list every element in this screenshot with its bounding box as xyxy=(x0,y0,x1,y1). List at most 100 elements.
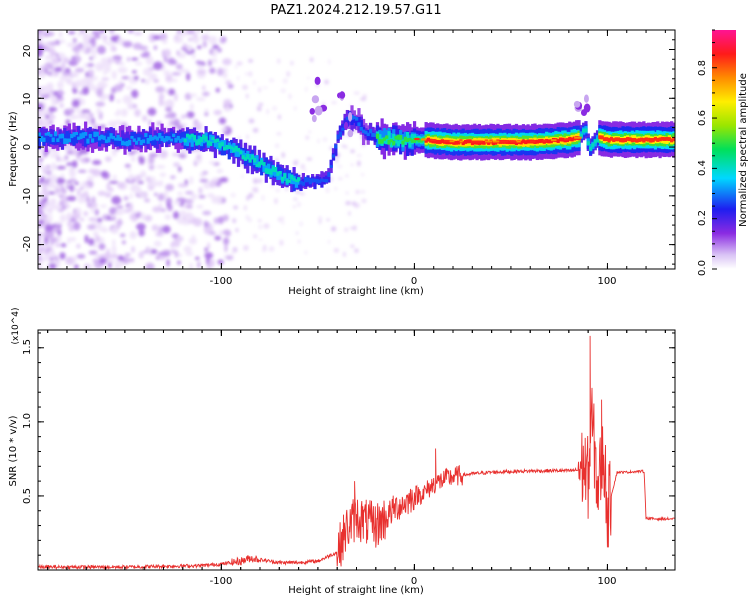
noise-blob xyxy=(237,75,240,81)
ridge-cell xyxy=(616,137,621,142)
noise-blob xyxy=(38,150,45,154)
spectrogram-y-axis-label: Frequency (Hz) xyxy=(8,111,19,187)
ridge-cell xyxy=(306,177,310,183)
noise-blob xyxy=(189,262,193,269)
ridge-hotspot xyxy=(529,140,536,143)
ridge-cell xyxy=(350,116,354,125)
noise-blob xyxy=(198,195,206,199)
noise-blob xyxy=(281,152,285,158)
noise-blob xyxy=(177,191,183,196)
noise-blob xyxy=(44,31,55,37)
ridge-cell xyxy=(524,140,528,145)
noise-blob xyxy=(147,107,157,116)
ridge-cell xyxy=(538,139,542,144)
noise-blob xyxy=(266,109,269,115)
noise-blob xyxy=(80,157,86,164)
spectral-streak xyxy=(343,121,349,131)
noise-blob xyxy=(127,103,134,110)
ridge-cell xyxy=(419,138,424,143)
ridge-cell xyxy=(426,137,431,142)
ridge-cell xyxy=(417,138,421,143)
noise-blob xyxy=(70,55,77,65)
noise-blob xyxy=(111,245,117,254)
noise-blob xyxy=(38,156,43,161)
noise-blob xyxy=(170,78,178,83)
ridge-cell xyxy=(260,159,264,165)
ridge-cell xyxy=(273,171,278,177)
ridge-cell xyxy=(637,138,641,143)
noise-blob xyxy=(216,67,224,76)
noise-blob xyxy=(79,30,85,34)
noise-blob xyxy=(135,223,146,231)
ridge-cell xyxy=(121,140,125,146)
ridge-hotspot xyxy=(459,140,463,143)
spectrogram-ridge-layer xyxy=(38,76,675,193)
noise-blob xyxy=(275,157,279,163)
noise-blob xyxy=(268,247,275,252)
ridge-cell xyxy=(104,133,109,144)
ridge-cell xyxy=(165,135,169,142)
ridge-cell xyxy=(584,128,588,133)
noise-blob xyxy=(163,48,171,58)
noise-blob xyxy=(91,169,102,177)
noise-blob xyxy=(196,30,201,33)
ridge-cell xyxy=(74,131,78,136)
ridge-cell xyxy=(246,155,250,164)
noise-blob xyxy=(44,62,54,70)
noise-blob xyxy=(68,31,76,35)
noise-blob xyxy=(38,163,43,169)
noise-blob xyxy=(213,109,222,116)
snr-tick-y-1-5: 1.5 xyxy=(22,339,33,355)
ridge-cell xyxy=(454,140,458,145)
spectrogram-x-ticks xyxy=(38,29,675,269)
ridge-cell xyxy=(639,137,644,142)
ridge-cell xyxy=(494,140,498,145)
noise-blob xyxy=(42,186,47,194)
noise-blob xyxy=(133,31,143,36)
ridge-cell xyxy=(280,176,285,182)
noise-blob xyxy=(184,114,189,118)
noise-blob xyxy=(57,52,66,59)
ridge-cell xyxy=(357,116,361,124)
noise-blob xyxy=(360,189,366,194)
ridge-cell xyxy=(540,138,544,143)
ridge-cell xyxy=(399,136,403,144)
noise-blob xyxy=(288,93,292,100)
noise-blob xyxy=(230,193,236,198)
noise-blob xyxy=(300,192,305,195)
noise-blob xyxy=(204,111,209,117)
noise-blob xyxy=(102,94,110,99)
ridge-cell xyxy=(468,139,472,144)
noise-blob xyxy=(150,249,158,255)
noise-blob xyxy=(120,108,128,117)
noise-blob xyxy=(256,106,262,112)
noise-blob xyxy=(60,243,67,248)
noise-blob xyxy=(38,255,42,262)
ridge-cell xyxy=(248,153,252,160)
ridge-cell xyxy=(287,179,292,183)
ridge-cell xyxy=(438,140,442,144)
noise-blob xyxy=(278,114,281,120)
ridge-cell xyxy=(216,138,220,143)
noise-blob xyxy=(334,186,338,191)
noise-blob xyxy=(222,58,232,66)
ridge-cell xyxy=(246,154,250,160)
noise-blob xyxy=(84,190,89,198)
noise-blob xyxy=(129,258,135,263)
ridge-cell xyxy=(185,133,190,138)
noise-blob xyxy=(189,176,194,185)
noise-blob xyxy=(333,248,339,253)
noise-blob xyxy=(219,177,229,183)
noise-blob xyxy=(361,198,367,203)
ridge-cell xyxy=(514,141,519,146)
noise-blob xyxy=(277,58,281,64)
noise-blob xyxy=(148,155,155,164)
noise-blob xyxy=(66,212,72,221)
ridge-cell xyxy=(151,136,155,141)
colorbar-label: Normalized spectral amplitude xyxy=(738,73,749,227)
noise-blob xyxy=(38,260,42,269)
ridge-cell xyxy=(329,159,333,167)
noise-blob xyxy=(76,188,81,197)
spectrogram-tick-y-0: 0 xyxy=(22,144,33,150)
noise-blob xyxy=(85,78,94,84)
